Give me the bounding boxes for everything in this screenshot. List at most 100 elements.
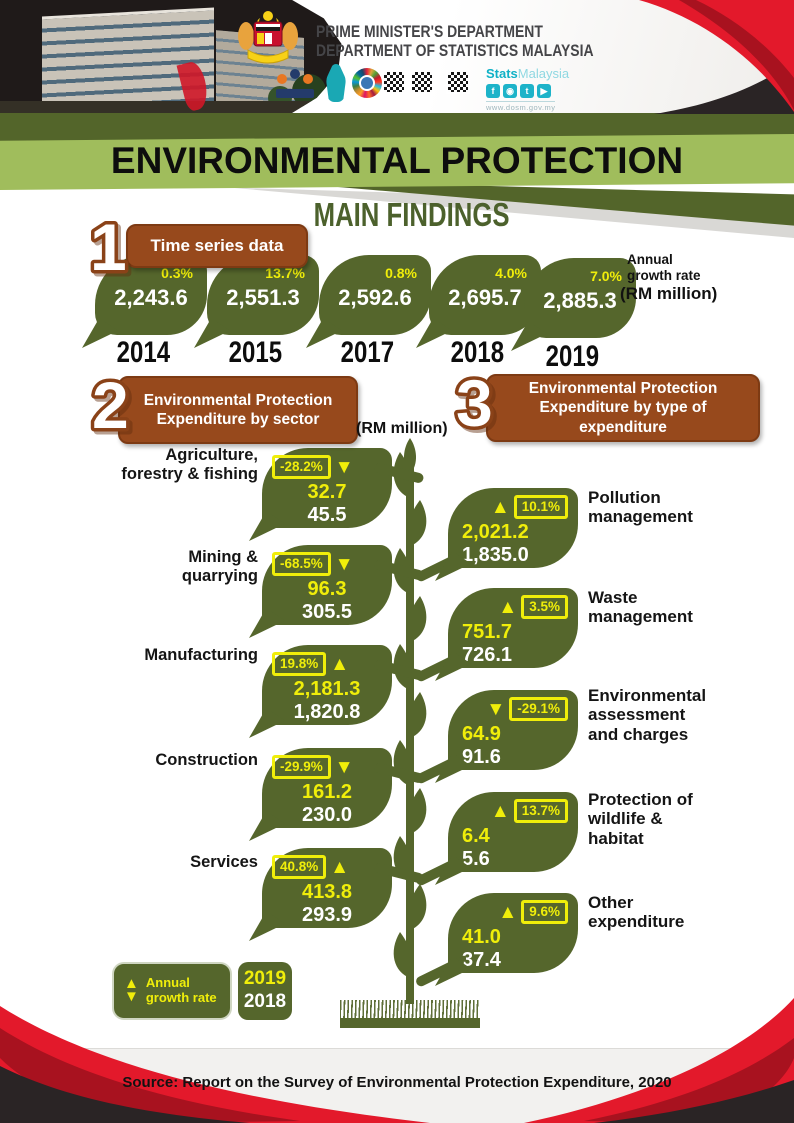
legend-growth: ▲ ▼ Annual growth rate [112,962,232,1020]
trend-arrow-icon: ▲ [330,856,350,878]
plant-stem [393,438,427,1004]
website-url: www.dosm.gov.my [486,101,556,112]
trend-arrow-icon: ▲ [498,596,518,618]
year-label: 2017 [340,336,394,369]
time-leaf-2015: 13.7% 2,551.3 [207,255,319,335]
growth-value: 0.8% [385,265,417,281]
value-2018: 1,835.0 [462,544,529,567]
growth-badge: -28.2% [272,455,331,480]
value-2019: 96.3 [307,578,347,601]
sector-label: Agriculture, forestry & fishing [121,446,258,483]
trend-arrow-icon: ▲ [490,800,510,822]
section3-badge: Environmental Protection Expenditure by … [486,374,760,442]
value-2018: 37.4 [462,949,501,972]
value-2018: 230.0 [301,804,353,827]
svg-text:2: 2 [92,368,129,442]
value-2019: 751.7 [462,621,513,644]
value-2018: 91.6 [462,746,501,769]
qr-code-3 [446,70,470,94]
type-leaf-assessment: ▼ -29.1% 64.9 91.6 [448,690,578,770]
grass [340,1000,480,1028]
sector-leaf-mining: -68.5% ▼ 96.3 305.5 [262,545,392,625]
sector-leaf-manufacturing: 19.8% ▲ 2,181.3 1,820.8 [262,645,392,725]
trend-arrow-icon: ▲ [330,653,350,675]
social-icons: f ◉ t ▶ [486,84,551,98]
type-leaf-wildlife: ▲ 13.7% 6.4 5.6 [448,792,578,872]
building-base [0,101,330,115]
type-leaf-waste: ▲ 3.5% 751.7 726.1 [448,588,578,668]
page-title: ENVIRONMENTAL PROTECTION EXPENDITURE [110,140,684,243]
growth-value: 13.7% [265,265,305,281]
growth-badge: 3.5% [521,595,568,620]
section2-badge: Environmental Protection Expenditure by … [118,376,358,444]
dept-line-2: DEPARTMENT OF STATISTICS MALAYSIA [316,41,594,60]
type-leaf-other: ▲ 9.6% 41.0 37.4 [448,893,578,973]
svg-text:3: 3 [456,366,493,440]
type-label: Pollution management [588,488,693,527]
type-label: Waste management [588,588,693,627]
youtube-icon: ▶ [537,84,551,98]
trend-arrow-icon: ▲ [498,901,518,923]
legend-year-2019: 2019 [243,968,287,990]
up-arrow-icon: ▲ [124,975,139,993]
type-label: Protection of wildlife & habitat [588,790,693,848]
expenditure-value: 2,695.7 [448,285,522,310]
trend-arrow-icon: ▼ [334,756,354,778]
value-2019: 413.8 [301,881,353,904]
value-2018: 1,820.8 [293,701,361,724]
rm-million-note-2: (RM million) [356,420,448,437]
malaysia-coat-of-arms [238,11,298,64]
sector-label: Services [190,853,258,871]
growth-badge: 19.8% [272,652,327,677]
trend-arrow-icon: ▼ [334,456,354,478]
expenditure-value: 2,592.6 [338,285,412,310]
time-leaf-2019: 7.0% 2,885.3 [524,258,636,338]
value-2019: 41.0 [462,926,501,949]
sector-label: Manufacturing [144,646,258,664]
facebook-icon: f [486,84,500,98]
value-2019: 6.4 [462,825,490,848]
sector-leaf-agriculture: -28.2% ▼ 32.7 45.5 [262,448,392,528]
sdg-wheel-logo [352,68,382,98]
section2-number: 2 [89,366,133,442]
sector-label: Construction [155,751,258,769]
growth-badge: 10.1% [513,495,568,520]
legend-year-2018: 2018 [243,991,287,1012]
sector-leaf-construction: -29.9% ▼ 161.2 230.0 [262,748,392,828]
value-2018: 726.1 [462,644,513,667]
statistik-negara-logo [326,64,346,102]
year-label: 2019 [545,340,599,373]
value-2019: 2,021.2 [462,521,529,544]
expenditure-value: 2,885.3 [543,288,617,313]
growth-badge: 13.7% [513,799,568,824]
time-leaf-2018: 4.0% 2,695.7 [429,255,541,335]
down-arrow-icon: ▼ [124,988,139,1005]
dept-line-1: PRIME MINISTER'S DEPARTMENT [316,22,543,41]
type-label: Environmental assessment and charges [588,686,707,744]
growth-badge: -29.9% [272,755,331,780]
rm-million-note-1: (RM million) [620,284,718,303]
value-2018: 293.9 [301,904,353,927]
value-2019: 64.9 [462,723,501,746]
section1-badge: Time series data [126,224,308,268]
growth-badge: -68.5% [272,552,331,577]
trend-arrow-icon: ▼ [334,553,354,575]
qr-code-2 [410,70,434,94]
legend-years: 2019 2018 [238,962,292,1020]
twitter-icon: t [520,84,534,98]
growth-value: 0.3% [161,265,193,281]
stats-malaysia-brand: StatsMalaysia [486,66,570,81]
main-findings-heading: MAIN FINDINGS [314,196,510,233]
type-label: Other expenditure [588,893,685,932]
header: PRIME MINISTER'S DEPARTMENT DEPARTMENT O… [0,0,794,115]
instagram-icon: ◉ [503,84,517,98]
annual-growth-note: Annual growth rate [627,252,701,283]
qr-code-1 [382,70,406,94]
growth-badge: -29.1% [509,697,568,722]
trend-arrow-icon: ▲ [490,496,510,518]
year-label: 2014 [116,336,170,369]
banci-logo [272,66,318,102]
section1-number: 1 [87,208,131,284]
time-leaf-2014: 0.3% 2,243.6 [95,255,207,335]
